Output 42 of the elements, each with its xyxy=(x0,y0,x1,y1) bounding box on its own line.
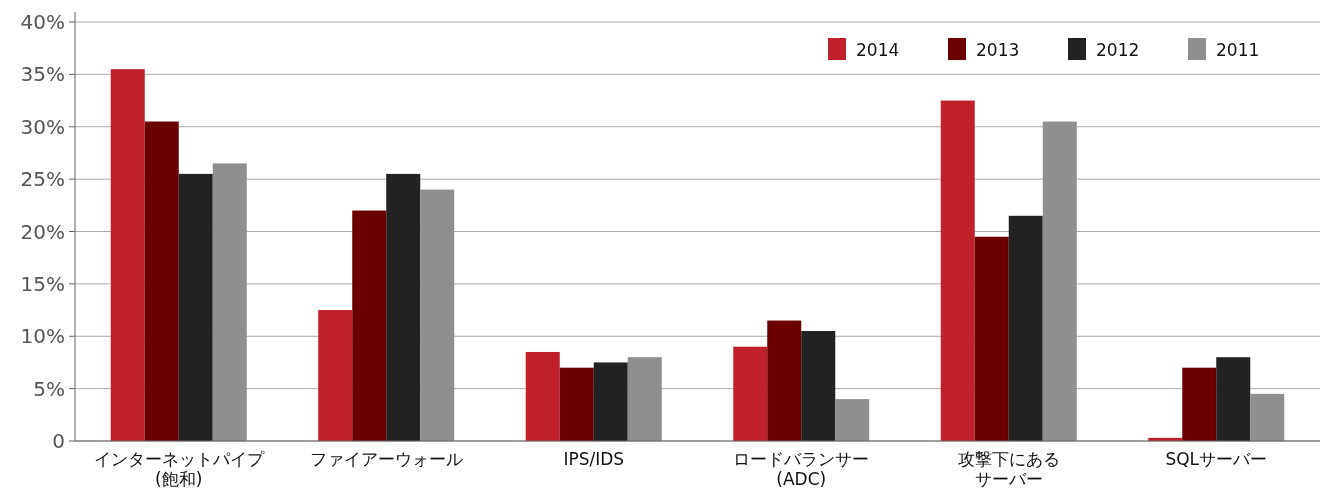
y-tick-label: 30% xyxy=(20,114,65,139)
bar xyxy=(801,331,836,441)
legend-label: 2014 xyxy=(856,40,900,60)
bar xyxy=(593,362,628,441)
bar xyxy=(1216,357,1251,441)
bar xyxy=(110,69,145,441)
y-tick-label: 35% xyxy=(20,62,65,87)
y-tick-label: 20% xyxy=(20,219,65,244)
bar xyxy=(525,351,560,441)
bar xyxy=(1042,121,1077,441)
x-tick-label: ロードバランサー (ADC) xyxy=(733,449,870,489)
x-tick-label: ファイアーウォール xyxy=(309,449,463,469)
bar xyxy=(352,210,387,441)
bar xyxy=(1250,393,1285,441)
bar xyxy=(1182,367,1217,441)
x-tick-label: インターネットパイプ (飽和) xyxy=(93,449,265,489)
y-tick-label: 0 xyxy=(52,429,65,453)
bar xyxy=(974,236,1009,441)
bar xyxy=(420,189,455,441)
legend-label: 2011 xyxy=(1216,40,1260,60)
legend-label: 2012 xyxy=(1096,40,1140,60)
bar xyxy=(940,100,975,441)
x-tick-label: SQLサーバー xyxy=(1165,449,1268,469)
bar xyxy=(733,346,768,441)
bar xyxy=(559,367,594,441)
x-tick-label: 攻撃下にあるサーバー xyxy=(957,449,1060,489)
bar xyxy=(835,399,870,441)
bar xyxy=(627,357,662,441)
x-tick-label: IPS/IDS xyxy=(563,449,625,469)
bar xyxy=(1008,215,1043,441)
bar xyxy=(144,121,179,441)
bar xyxy=(767,320,802,441)
y-tick-label: 5% xyxy=(33,376,65,401)
y-tick-label: 40% xyxy=(20,10,65,34)
y-tick-label: 15% xyxy=(20,271,65,296)
legend-label: 2013 xyxy=(976,40,1020,60)
y-tick-label: 25% xyxy=(20,167,65,192)
bar xyxy=(178,173,213,441)
bar xyxy=(212,163,247,441)
bar xyxy=(318,310,353,441)
bar xyxy=(386,173,421,441)
y-tick-label: 10% xyxy=(20,324,65,349)
